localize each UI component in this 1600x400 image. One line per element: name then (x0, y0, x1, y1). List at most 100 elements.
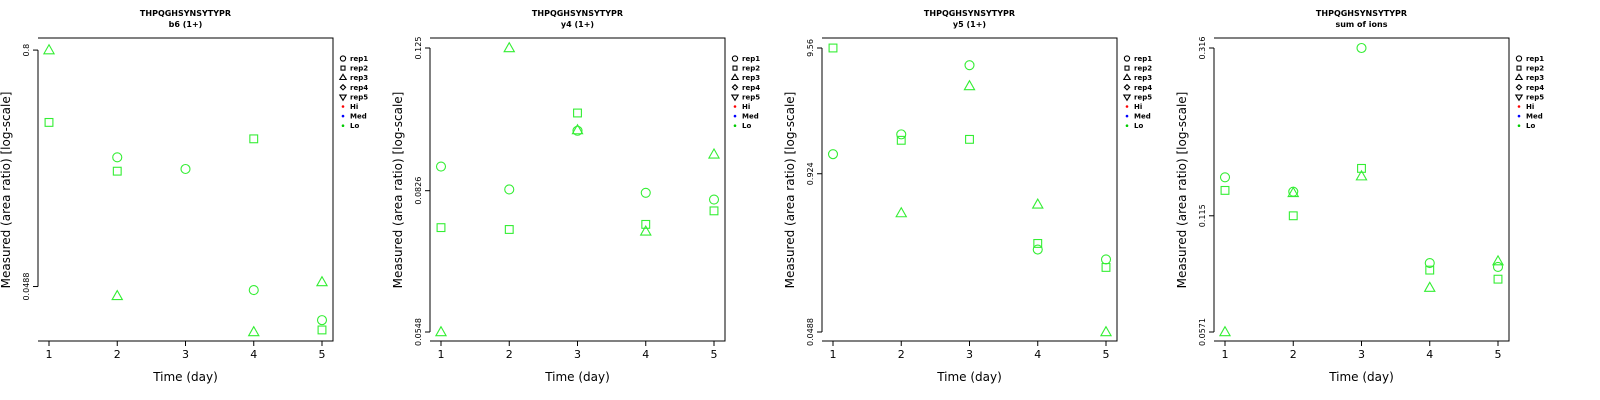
x-tick-label: 1 (46, 348, 53, 361)
legend-marker-lo (341, 124, 345, 127)
legend-marker-rep5 (1122, 94, 1132, 102)
legend-label-rep1: rep1 (742, 55, 760, 63)
data-point-rep2 (896, 135, 906, 145)
legend-marker-rep1 (1123, 55, 1131, 62)
data-point-rep1 (708, 194, 720, 205)
data-point-rep2 (1220, 185, 1230, 195)
y-axis-label: Measured (area ratio) [log-scale] (0, 92, 13, 289)
legend-marker-rep1 (339, 55, 347, 62)
chart-subtitle: b6 (1+) (169, 20, 203, 29)
data-point-rep1 (180, 163, 191, 175)
panel-4: THPQGHSYNSYTYPR sum of ions 0.0571 0.115 0.3… (1175, 9, 1544, 384)
data-point-rep2 (249, 134, 259, 144)
data-point-rep1 (964, 60, 975, 71)
legend-marker-rep4 (1515, 83, 1523, 91)
legend-marker-med (1517, 114, 1521, 118)
legend-label-lo: Lo (350, 122, 359, 130)
data-point-rep1 (1219, 172, 1231, 183)
chart-title: THPQGHSYNSYTYPR (140, 9, 231, 18)
chart-title: THPQGHSYNSYTYPR (924, 9, 1015, 18)
plot-frame (1214, 37, 1510, 342)
legend-marker-rep1 (1515, 55, 1523, 62)
legend-label-rep5: rep5 (742, 93, 760, 101)
x-tick-label: 3 (1358, 348, 1365, 361)
y-tick-label: 0.8 (22, 44, 31, 57)
legend-marker-rep3 (730, 73, 740, 81)
legend-label-lo: Lo (1134, 122, 1143, 130)
data-point-rep3 (1099, 325, 1113, 337)
x-tick-label: 4 (642, 348, 649, 361)
data-point-rep2 (1101, 262, 1111, 272)
data-point-rep3 (1423, 281, 1436, 292)
y-tick-label: 0.115 (1198, 204, 1207, 227)
legend-marker-hi (1125, 105, 1129, 108)
data-point-rep3 (42, 43, 56, 55)
data-point-rep1 (1492, 261, 1504, 272)
legend-label-rep3: rep3 (742, 74, 760, 82)
y-tick-label: 0.316 (1198, 37, 1207, 60)
legend-marker-rep2 (1124, 65, 1130, 71)
legend-marker-rep5 (730, 94, 740, 102)
x-tick-label: 5 (1103, 348, 1110, 361)
data-point-rep1 (316, 315, 328, 326)
legend-label-rep2: rep2 (1526, 65, 1544, 73)
y-tick-label: 0.0488 (806, 318, 815, 346)
x-axis-label: Time (day) (152, 370, 218, 384)
legend-label-rep1: rep1 (1526, 55, 1544, 63)
legend-label-rep5: rep5 (1526, 93, 1544, 101)
y-tick-label: 0.0571 (1198, 318, 1207, 346)
y-tick-label: 0.0488 (22, 273, 31, 301)
data-point-rep2 (1033, 238, 1043, 248)
legend-marker-med (733, 114, 737, 118)
legend-label-rep4: rep4 (350, 84, 368, 92)
data-point-rep2 (709, 206, 719, 216)
legend-marker-rep5 (338, 94, 348, 102)
x-tick-label: 2 (898, 348, 905, 361)
chart-title: THPQGHSYNSYTYPR (1316, 9, 1407, 18)
legend-label-hi: Hi (350, 103, 358, 111)
x-tick-label: 1 (830, 348, 837, 361)
x-axis-label: Time (day) (936, 370, 1002, 384)
legend-label-med: Med (1134, 113, 1151, 121)
x-tick-label: 3 (182, 348, 189, 361)
legend-marker-rep3 (338, 73, 348, 81)
data-point-rep3 (434, 325, 448, 337)
data-point-rep3 (639, 224, 652, 236)
data-point-rep3 (111, 289, 124, 301)
panel-1: THPQGHSYNSYTYPR b6 (1+) 0.0488 0.8 1 2 3 4 5 Time… (0, 9, 368, 384)
x-tick-label: 4 (1034, 348, 1041, 361)
y-tick-label: 0.0548 (414, 318, 423, 346)
data-point-rep1 (435, 161, 447, 172)
legend-marker-med (1125, 114, 1129, 118)
data-point-rep2 (573, 108, 582, 118)
legend-marker-rep2 (340, 65, 346, 71)
legend-marker-rep4 (731, 83, 739, 91)
chart-subtitle: y5 (1+) (953, 20, 986, 29)
legend-marker-rep3 (1514, 73, 1524, 81)
x-tick-label: 3 (966, 348, 973, 361)
legend-marker-rep4 (339, 83, 347, 91)
legend-label-rep1: rep1 (350, 55, 368, 63)
legend-label-lo: Lo (1526, 122, 1535, 130)
legend-label-rep3: rep3 (1526, 74, 1544, 82)
legend-label-hi: Hi (742, 103, 750, 111)
legend-marker-rep1 (731, 55, 739, 62)
data-point-rep3 (1491, 254, 1505, 266)
legend-label-rep4: rep4 (1526, 84, 1544, 92)
legend-label-hi: Hi (1526, 103, 1534, 111)
data-point-rep1 (1356, 42, 1367, 54)
legend-marker-rep3 (1122, 73, 1132, 81)
data-point-rep2 (317, 325, 327, 335)
y-tick-label: 9.56 (806, 39, 815, 57)
legend-marker-med (341, 114, 345, 118)
legend-label-rep1: rep1 (1134, 55, 1152, 63)
legend-marker-rep2 (1516, 65, 1522, 71)
data-point-rep3 (247, 325, 260, 337)
panel-3: THPQGHSYNSYTYPR y5 (1+) 0.0488 0.924 9.56 1 2 3… (783, 9, 1152, 384)
panel-2: THPQGHSYNSYTYPR y4 (1+) 0.0548 0.0826 0.125 1… (391, 9, 760, 384)
x-tick-label: 5 (1495, 348, 1502, 361)
x-tick-label: 2 (114, 348, 121, 361)
